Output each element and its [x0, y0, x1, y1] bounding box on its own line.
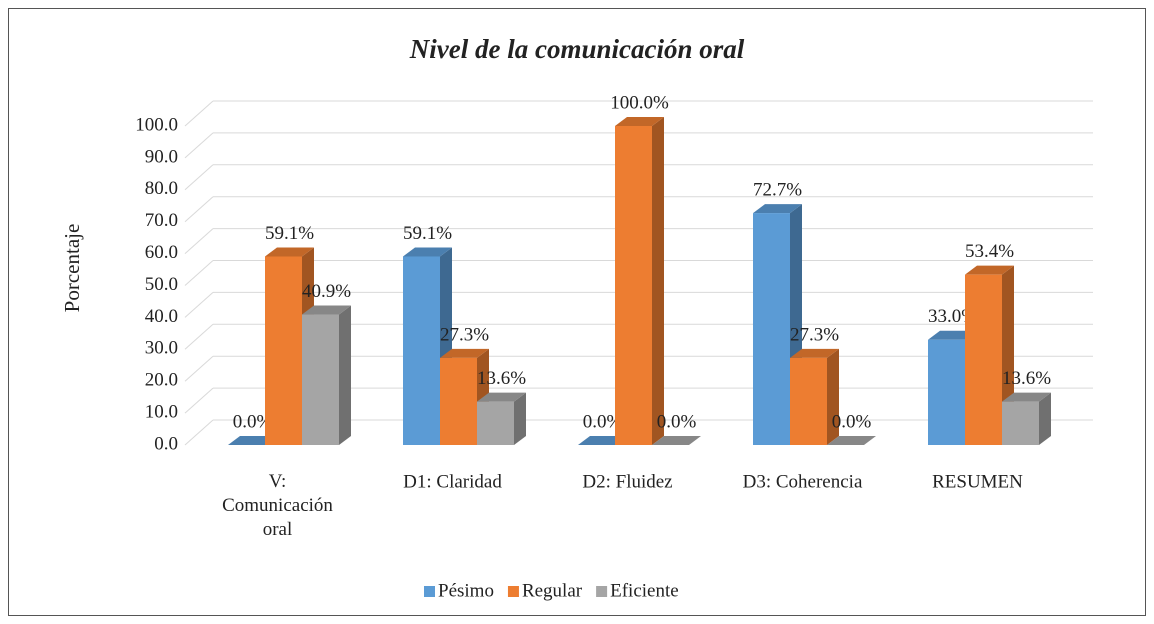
bar-top	[1002, 392, 1051, 402]
data-label: 33.0%	[928, 306, 977, 327]
bar-side	[514, 392, 526, 445]
bar	[477, 392, 526, 445]
data-label: 27.3%	[440, 324, 489, 345]
data-label: 13.6%	[477, 368, 526, 389]
data-label: 13.6%	[1002, 368, 1051, 389]
grid-line	[184, 196, 214, 223]
y-tick-label: 90.0	[145, 146, 178, 167]
bar-side	[827, 348, 839, 445]
grid-line	[184, 100, 214, 127]
y-tick-label: 100.0	[135, 114, 178, 135]
bar-side	[339, 305, 351, 445]
bar	[652, 436, 701, 445]
bar-front	[302, 314, 339, 445]
y-tick-label: 80.0	[145, 178, 178, 199]
y-tick-label: 70.0	[145, 210, 178, 231]
data-label: 100.0%	[610, 92, 669, 113]
bar-top	[302, 305, 351, 315]
bar	[790, 348, 839, 445]
grid-line	[184, 228, 214, 254]
bar-front	[753, 213, 790, 445]
bar-front	[928, 339, 965, 445]
bar-top	[477, 392, 526, 402]
x-tick-label: D1: Claridad	[403, 471, 502, 492]
bar-side	[652, 117, 664, 445]
legend-swatch	[507, 586, 519, 597]
y-tick-label: 30.0	[145, 338, 178, 359]
y-tick-label: 50.0	[145, 274, 178, 295]
bar-front	[477, 401, 514, 445]
bar-front	[615, 126, 652, 445]
bar-front	[440, 357, 477, 445]
chart-border	[8, 8, 1146, 616]
data-label: 53.4%	[965, 241, 1014, 262]
y-tick-label: 40.0	[145, 306, 178, 327]
grid-line	[184, 323, 214, 350]
data-label: 0.0%	[233, 411, 273, 432]
bar-top	[403, 247, 452, 257]
bar-front	[1002, 401, 1039, 445]
bar-top	[265, 247, 314, 257]
data-label: 0.0%	[583, 411, 623, 432]
bar-top	[928, 330, 977, 340]
legend-label: Regular	[522, 580, 583, 601]
grid-line	[184, 260, 214, 286]
bar	[1002, 392, 1051, 445]
y-tick-label: 60.0	[145, 242, 178, 263]
legend-label: Pésimo	[438, 580, 494, 601]
data-label: 59.1%	[265, 223, 314, 244]
x-tick-label: D3: Coherencia	[743, 471, 863, 492]
grid-line	[184, 292, 214, 318]
grid-line	[184, 355, 214, 382]
bar-top	[827, 436, 876, 445]
x-tick-label: D2: Fluidez	[582, 471, 672, 492]
data-label: 27.3%	[790, 324, 839, 345]
grid-line	[184, 387, 214, 414]
legend-swatch	[424, 586, 435, 597]
grid-line	[184, 419, 214, 446]
bar-front	[403, 256, 440, 445]
bar	[228, 436, 277, 445]
bar	[827, 436, 876, 445]
bar	[302, 305, 351, 445]
x-tick-label: V: Comunicación oral	[222, 471, 333, 540]
bar-top	[615, 117, 664, 126]
legend-label: Eficiente	[610, 580, 679, 601]
bar-top	[228, 436, 277, 445]
bar	[403, 247, 452, 445]
grid-line	[184, 132, 214, 159]
bar-top	[652, 436, 701, 445]
bar	[615, 117, 664, 445]
data-label: 0.0%	[832, 411, 872, 432]
bar-top	[753, 204, 802, 214]
bar-front	[965, 274, 1002, 445]
y-tick-label: 0.0	[154, 433, 178, 454]
data-label: 72.7%	[753, 179, 802, 200]
bar-side	[1039, 392, 1051, 445]
grid-line	[184, 164, 214, 191]
chart-title: Nivel de la comunicación oral	[409, 34, 745, 64]
bar	[578, 436, 627, 445]
legend-swatch	[596, 586, 608, 597]
y-tick-label: 20.0	[145, 370, 178, 391]
data-label: 40.9%	[302, 281, 351, 302]
bar-top	[965, 265, 1014, 275]
data-label: 0.0%	[657, 411, 697, 432]
bar-top	[578, 436, 627, 445]
bar-top	[790, 348, 839, 358]
data-label: 59.1%	[403, 223, 452, 244]
bar-front	[790, 357, 827, 445]
y-axis-label: Porcentaje	[60, 224, 84, 313]
x-tick-label: RESUMEN	[932, 471, 1023, 492]
y-tick-label: 10.0	[145, 401, 178, 422]
bar-front	[265, 256, 302, 445]
bar-top	[440, 348, 489, 358]
